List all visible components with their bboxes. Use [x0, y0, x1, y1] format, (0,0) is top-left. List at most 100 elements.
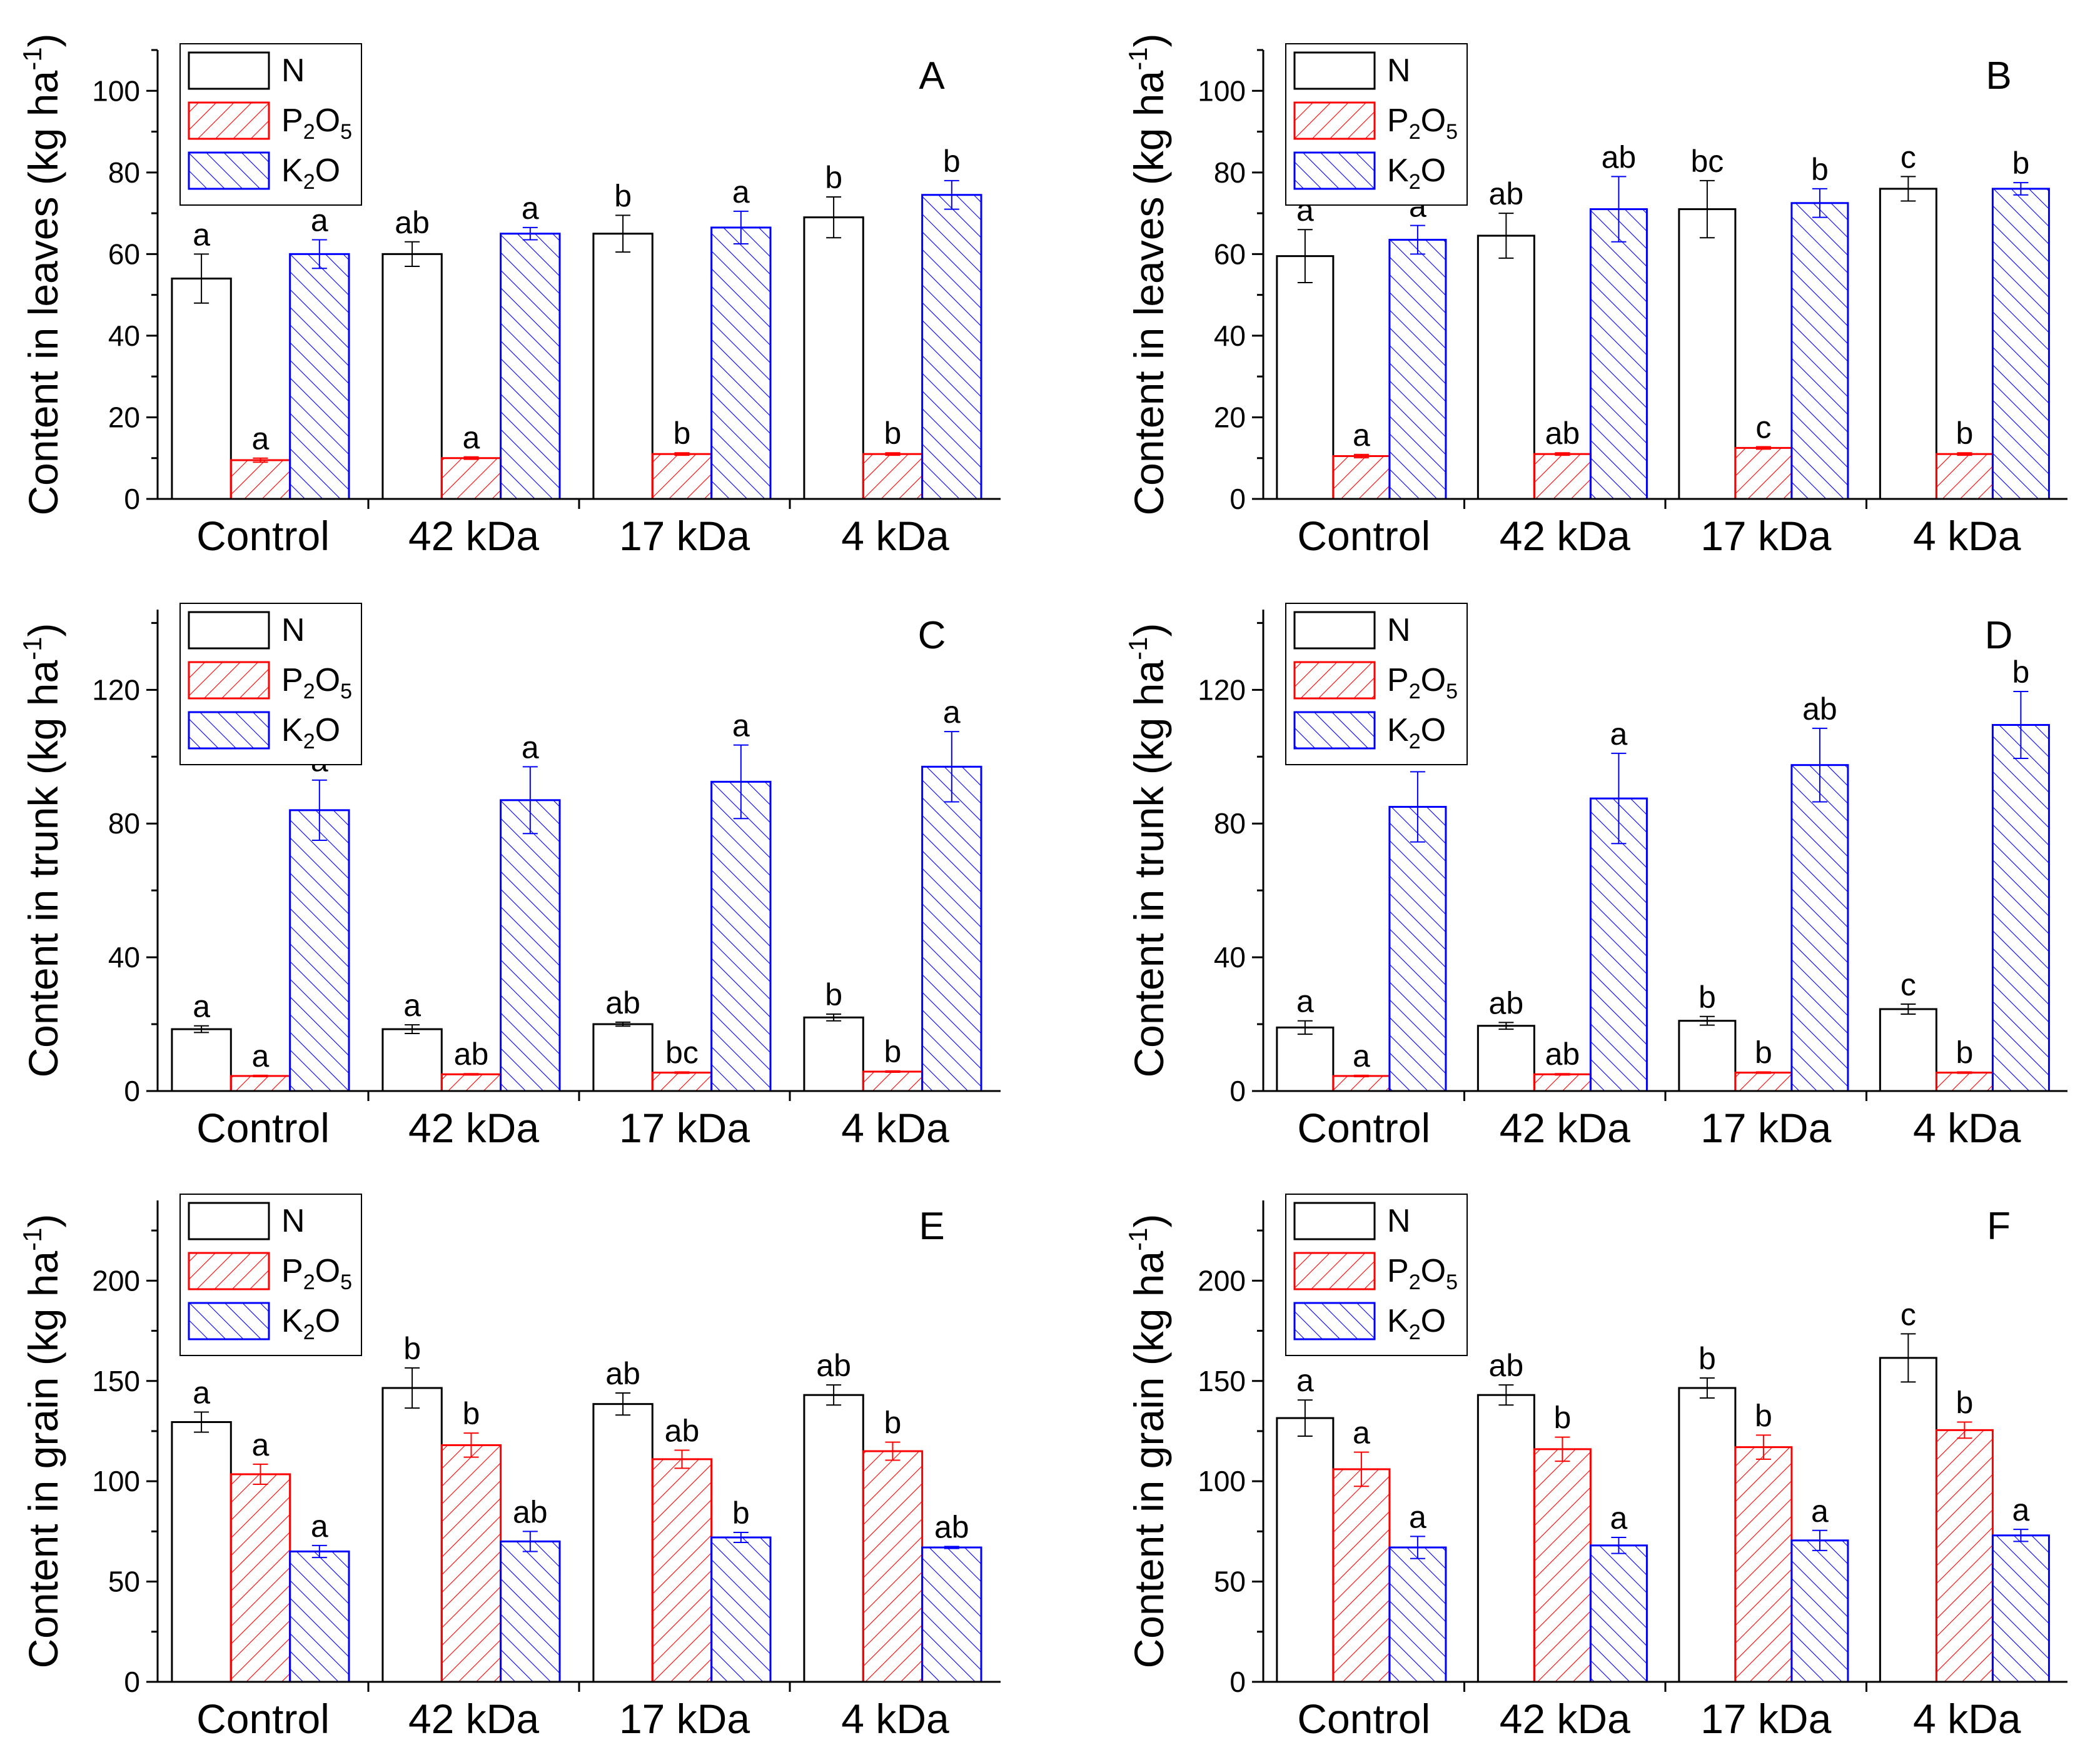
legend-swatch-K2O [188, 151, 270, 190]
y-axis-label: Content in leaves (kg ha-1) [18, 33, 66, 515]
significance-letter: a [1353, 418, 1370, 453]
legend-label-P2O5: P2O5 [1387, 103, 1458, 144]
significance-letter: a [732, 708, 750, 743]
bar-K2O-0 [1388, 805, 1447, 1092]
y-tick-label: 80 [108, 807, 140, 840]
bar-N-2 [592, 233, 654, 500]
bar-N-2 [1678, 1020, 1737, 1092]
bar-N-0 [171, 1028, 232, 1092]
significance-letter: b [1755, 1398, 1772, 1433]
x-tick-label: 42 kDa [408, 1105, 539, 1151]
bar-P2O5-1 [440, 1073, 502, 1092]
significance-letter: ab [513, 1494, 548, 1529]
legend-swatch-K2O [1293, 711, 1376, 750]
x-tick-label: 4 kDa [1913, 513, 2021, 559]
legend-swatch-K2O [188, 1302, 270, 1340]
panel-label: F [1987, 1205, 2011, 1248]
bar-K2O-2 [710, 226, 772, 500]
legend-label-N: N [1387, 53, 1411, 89]
bar-P2O5-0 [230, 1473, 291, 1683]
y-tick-label: 0 [124, 483, 140, 515]
significance-letter: b [2012, 146, 2030, 181]
legend-label-K2O: K2O [1387, 712, 1446, 753]
significance-letter: b [2012, 655, 2030, 690]
significance-letter: ab [1489, 1348, 1524, 1383]
bar-N-2 [1678, 208, 1737, 500]
bar-K2O-3 [921, 765, 982, 1092]
bar-N-1 [1477, 1025, 1535, 1092]
significance-letter: a [1296, 984, 1314, 1019]
bar-N-3 [1879, 1357, 1937, 1683]
bar-P2O5-3 [862, 453, 924, 500]
significance-letter: ab [665, 1413, 700, 1448]
y-tick-label: 20 [1214, 401, 1246, 433]
bar-K2O-2 [710, 780, 772, 1092]
significance-letter: b [1956, 1035, 1973, 1070]
legend-label-N: N [1387, 1203, 1411, 1239]
significance-letter: a [1610, 717, 1628, 752]
bar-P2O5-0 [230, 1075, 291, 1092]
bar-P2O5-2 [651, 453, 713, 500]
significance-letter: a [1610, 1501, 1628, 1536]
significance-letter: b [884, 1034, 902, 1069]
y-tick-label: 200 [92, 1264, 140, 1297]
significance-letter: b [1956, 416, 1973, 451]
x-tick-label: Control [196, 1105, 330, 1151]
x-tick-label: 42 kDa [408, 513, 539, 559]
bar-K2O-0 [289, 1550, 350, 1683]
bar-N-3 [803, 1016, 864, 1092]
x-tick-label: Control [196, 513, 330, 559]
bar-K2O-3 [921, 1546, 982, 1683]
bar-P2O5-3 [862, 1450, 924, 1683]
legend-label-P2O5: P2O5 [281, 1253, 352, 1294]
bar-P2O5-3 [1935, 453, 1994, 500]
significance-letter: a [732, 174, 750, 209]
legend-swatch-K2O [1293, 1302, 1376, 1340]
x-tick-label: 17 kDa [619, 1696, 750, 1742]
significance-letter: b [825, 977, 842, 1012]
bar-N-3 [1879, 188, 1937, 500]
x-tick-label: 17 kDa [1700, 1696, 1831, 1742]
bar-P2O5-2 [1734, 1446, 1793, 1683]
y-tick-label: 120 [92, 673, 140, 706]
y-tick-label: 0 [124, 1666, 140, 1698]
significance-letter: ab [1545, 1037, 1580, 1072]
x-tick-label: Control [1297, 513, 1430, 559]
x-tick-label: 42 kDa [1500, 513, 1630, 559]
significance-letter: bc [665, 1035, 699, 1070]
bar-K2O-0 [1388, 239, 1447, 500]
y-tick-label: 0 [1229, 1075, 1246, 1107]
y-tick-label: 40 [108, 941, 140, 973]
panel-label: D [1985, 614, 2013, 657]
bar-N-1 [381, 253, 443, 500]
significance-letter: a [1353, 1416, 1370, 1451]
y-tick-label: 120 [1198, 673, 1246, 706]
x-tick-label: 4 kDa [1913, 1105, 2021, 1151]
significance-letter: a [2012, 1492, 2030, 1527]
bar-N-0 [171, 278, 232, 500]
significance-letter: b [1755, 1035, 1772, 1070]
bar-N-1 [381, 1028, 443, 1092]
bar-N-2 [1678, 1387, 1737, 1683]
significance-letter: bc [1690, 144, 1724, 179]
x-tick-label: 17 kDa [1700, 513, 1831, 559]
significance-letter: ab [1802, 691, 1837, 727]
y-tick-label: 50 [1214, 1566, 1246, 1598]
y-tick-label: 40 [108, 319, 140, 352]
bar-K2O-1 [500, 233, 561, 500]
significance-letter: a [522, 730, 539, 765]
y-tick-label: 0 [1229, 483, 1246, 515]
bar-N-3 [803, 216, 864, 500]
bar-P2O5-0 [1332, 455, 1391, 500]
bar-N-0 [1276, 1417, 1335, 1683]
significance-letter: a [311, 203, 328, 238]
legend-swatch-N [188, 51, 270, 90]
significance-letter: a [311, 1509, 328, 1544]
legend-swatch-N [188, 1202, 270, 1240]
significance-letter: a [193, 217, 210, 252]
y-tick-label: 100 [92, 1465, 140, 1497]
